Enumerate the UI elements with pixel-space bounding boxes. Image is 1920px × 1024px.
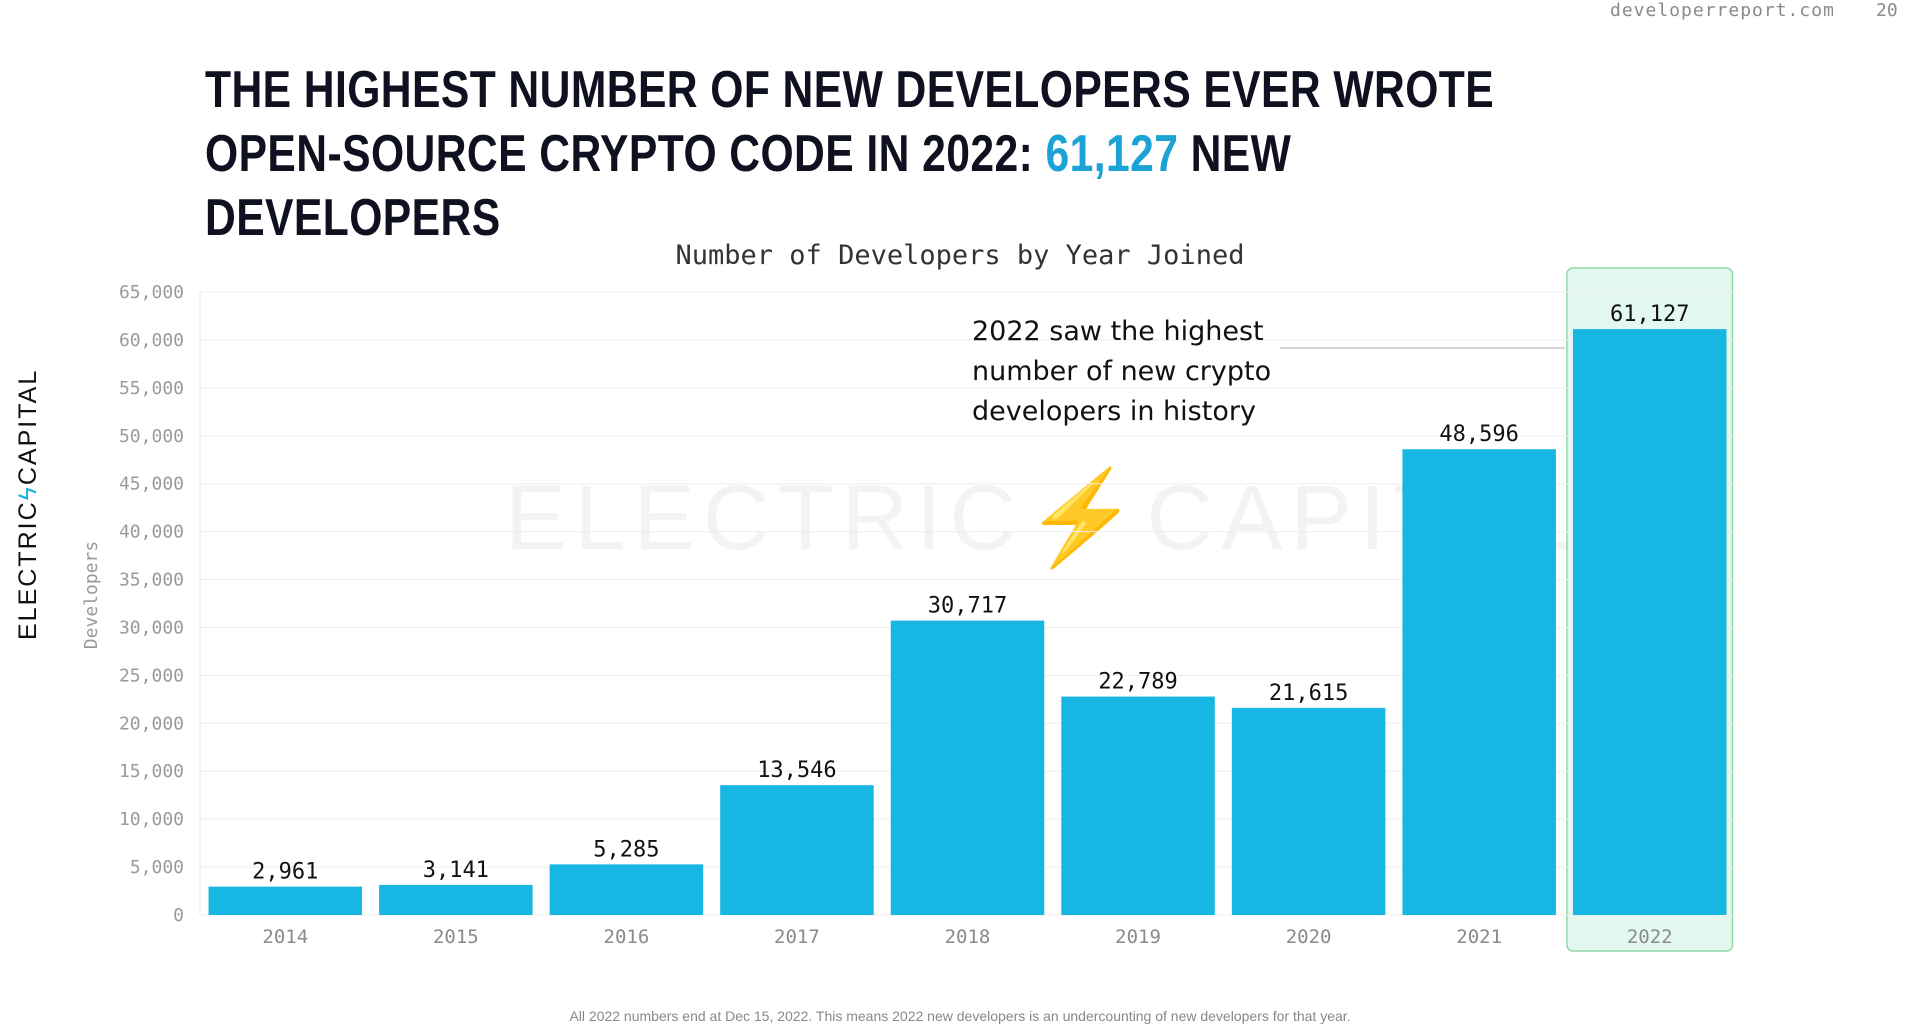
- bar-2014: [208, 886, 363, 915]
- data-label-2015: 3,141: [423, 858, 489, 883]
- chart-annotation: 2022 saw the highest number of new crypt…: [972, 316, 1272, 427]
- title-text: THE HIGHEST NUMBER OF NEW DEVELOPERS EVE…: [205, 61, 1495, 183]
- bar-2018: [890, 620, 1045, 915]
- x-tick-label-2018: 2018: [945, 926, 991, 948]
- data-label-2021: 48,596: [1439, 422, 1518, 447]
- data-label-2017: 13,546: [757, 758, 836, 783]
- y-tick-label: 25,000: [119, 665, 184, 686]
- y-tick-label: 60,000: [119, 330, 184, 351]
- y-tick-label: 15,000: [119, 761, 184, 782]
- x-tick-label-2022: 2022: [1627, 926, 1673, 948]
- y-tick-label: 30,000: [119, 617, 184, 638]
- y-tick-label: 20,000: [119, 713, 184, 734]
- data-label-2019: 22,789: [1098, 670, 1177, 695]
- data-label-2022: 61,127: [1610, 302, 1689, 327]
- y-tick-label: 35,000: [119, 570, 184, 591]
- data-label-2020: 21,615: [1269, 681, 1348, 706]
- x-tick-label-2016: 2016: [604, 926, 650, 948]
- page-title: THE HIGHEST NUMBER OF NEW DEVELOPERS EVE…: [205, 58, 1517, 250]
- page-number: 20: [1876, 0, 1898, 21]
- x-tick-label-2017: 2017: [774, 926, 820, 948]
- title-highlight-value: 61,127: [1045, 125, 1179, 183]
- report-url[interactable]: developerreport.com: [1610, 0, 1835, 21]
- data-label-2016: 5,285: [593, 837, 659, 862]
- bar-2015: [379, 884, 533, 915]
- bar-2020: [1231, 707, 1386, 915]
- data-label-2018: 30,717: [928, 594, 1007, 619]
- chart-title: Number of Developers by Year Joined: [675, 240, 1245, 271]
- y-axis-label: Developers: [81, 541, 102, 649]
- y-tick-label: 55,000: [119, 378, 184, 399]
- y-tick-label: 0: [173, 905, 184, 926]
- y-tick-label: 50,000: [119, 426, 184, 447]
- bar-2021: [1402, 449, 1556, 915]
- data-label-2014: 2,961: [252, 860, 318, 885]
- y-tick-label: 5,000: [130, 857, 184, 878]
- x-tick-label-2019: 2019: [1115, 926, 1161, 948]
- x-tick-label-2020: 2020: [1286, 926, 1332, 948]
- title-text-end: NEW DEVELOPERS: [205, 125, 1292, 247]
- bar-2016: [549, 864, 704, 915]
- y-tick-label: 10,000: [119, 809, 184, 830]
- x-tick-label-2015: 2015: [433, 926, 479, 948]
- y-tick-label: 65,000: [119, 282, 184, 303]
- x-tick-label-2021: 2021: [1456, 926, 1502, 948]
- bar-2019: [1061, 696, 1215, 915]
- bar-2017: [720, 785, 874, 915]
- y-tick-label: 40,000: [119, 522, 184, 543]
- x-tick-label-2014: 2014: [262, 926, 308, 948]
- footnote: All 2022 numbers end at Dec 15, 2022. Th…: [569, 1008, 1351, 1024]
- y-tick-label: 45,000: [119, 474, 184, 495]
- bar-2022: [1572, 329, 1727, 915]
